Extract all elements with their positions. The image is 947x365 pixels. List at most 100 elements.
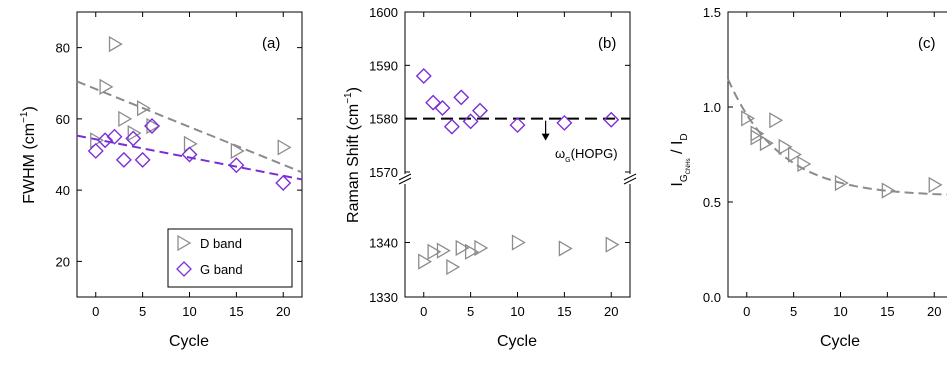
axis-break <box>398 173 637 185</box>
data-point-g-band <box>462 113 479 130</box>
data-point-g-band <box>106 128 123 145</box>
panel-a: 0 5 10 15 20 20 40 60 80 (a) Cycle FWHM (cm−1) D… <box>19 11 303 350</box>
data-point-g-band <box>415 68 432 84</box>
x-tick-label: 15 <box>229 304 243 319</box>
panel-a-label: (a) <box>262 35 280 52</box>
data-point-g-band <box>144 118 160 134</box>
x-tick-label: 5 <box>790 304 797 319</box>
y-tick-label: 1330 <box>369 290 398 305</box>
x-tick-label: 20 <box>276 304 290 319</box>
data-point-d-band <box>436 242 451 259</box>
data-point-g-band <box>181 146 198 163</box>
data-point-g-band <box>453 89 470 106</box>
y-tick-label: 1600 <box>369 5 398 20</box>
fit-line-g-band <box>76 134 303 181</box>
data-point-d-band <box>146 117 161 135</box>
legend-label-d-band: D band <box>200 236 242 251</box>
axis-break-mark <box>398 173 412 181</box>
data-point-d-band <box>605 236 620 253</box>
data-point-g-band <box>472 102 488 119</box>
x-tick-label: 15 <box>557 304 571 319</box>
reference-arrowhead <box>541 133 550 141</box>
data-point-g-band <box>134 151 151 168</box>
panel-b: 0 5 10 15 20 1570 1580 1590 1600 1330 1340 (b) Cyc… <box>343 5 637 350</box>
data-point-d-band <box>787 146 802 163</box>
data-point-d-band <box>90 132 105 149</box>
data-point-d-band <box>118 110 133 128</box>
x-tick-label: 20 <box>604 304 618 319</box>
panel-c-ylabel: IGCNHs / ID <box>669 133 692 186</box>
data-point-d-band <box>741 110 756 127</box>
axis-break-mark <box>623 177 637 185</box>
data-point-g-band <box>87 142 104 159</box>
data-point-d-band <box>881 182 896 199</box>
data-point-d-band <box>108 35 123 53</box>
x-tick-label: 10 <box>510 304 524 319</box>
y-tick-label: 40 <box>56 183 70 198</box>
axis-break-mark <box>623 173 637 181</box>
data-point-d-band <box>464 243 479 260</box>
x-tick-label: 20 <box>927 304 941 319</box>
data-point-d-band <box>230 142 245 160</box>
data-point-d-band <box>183 135 198 152</box>
x-tick-label: 10 <box>182 304 196 319</box>
data-point-d-band <box>136 100 151 117</box>
y-tick-label: 60 <box>56 112 70 127</box>
data-point-d-band <box>511 234 526 251</box>
data-point-g-band <box>434 100 451 116</box>
fit-line-d-band <box>76 80 303 174</box>
svg-text:Raman Shift (cm−1): Raman Shift (cm−1) <box>343 87 362 223</box>
data-point-d-band <box>750 129 765 146</box>
data-point-d-band <box>455 239 470 257</box>
x-tick-label: 5 <box>139 304 146 319</box>
x-tick-label: 0 <box>92 304 99 319</box>
data-point-d-band <box>99 78 114 95</box>
panel-c-label: (c) <box>918 35 936 52</box>
data-point-g-band <box>556 114 573 131</box>
panel-c: 0 5 10 15 20 0.0 0.5 1.0 1.5 (c) Cycle IGCNHs / … <box>669 5 947 350</box>
panel-c-frame <box>727 11 947 298</box>
axis-break-mark <box>398 177 412 185</box>
data-point-g-band <box>509 117 526 134</box>
reference-label-symbol: ω <box>555 146 565 161</box>
y-tick-label: 1590 <box>369 58 398 73</box>
panel-b-xlabel: Cycle <box>497 333 537 350</box>
axis-break-gap-left <box>398 174 412 184</box>
svg-text:ωG(HOPG): ωG(HOPG) <box>555 146 618 164</box>
panel-b-label: (b) <box>598 35 616 52</box>
legend-box <box>167 228 293 288</box>
legend-marker-d-band <box>177 234 192 252</box>
data-point-g-band <box>228 157 245 174</box>
data-point-g-band <box>443 118 460 135</box>
data-point-d-band <box>778 138 793 156</box>
data-point-d-band <box>427 243 442 260</box>
legend-marker-g-band <box>176 261 192 277</box>
reference-annotation: ωG(HOPG) <box>555 146 618 164</box>
data-point-d-band <box>797 155 812 173</box>
y-tick-label: 1340 <box>369 236 398 251</box>
data-point-d-band <box>759 134 774 152</box>
y-tick-label: 1570 <box>369 165 398 180</box>
panel-b-ylabel: Raman Shift (cm−1) <box>343 87 362 223</box>
data-point-d-band <box>446 258 461 276</box>
data-point-d-band <box>834 174 849 192</box>
data-point-g-band <box>97 132 114 149</box>
x-tick-label: 5 <box>467 304 474 319</box>
y-tick-label: 1580 <box>369 112 398 127</box>
data-point-d-band <box>418 253 433 270</box>
data-point-g-band <box>125 130 142 147</box>
y-tick-label: 20 <box>56 254 70 269</box>
x-tick-label: 10 <box>833 304 847 319</box>
data-point-g-band <box>275 175 292 191</box>
y-tick-label: 1.5 <box>703 5 721 20</box>
y-tick-label: 80 <box>56 41 70 56</box>
svg-text:IGCNHs / ID: IGCNHs / ID <box>669 133 692 186</box>
data-point-d-band <box>277 139 292 156</box>
data-point-d-band <box>474 239 489 257</box>
panel-c-xlabel: Cycle <box>820 333 860 350</box>
axis-break-gap-right <box>623 174 637 184</box>
data-point-d-band <box>928 176 943 194</box>
data-point-g-band <box>425 94 442 111</box>
data-point-g-band <box>115 151 132 168</box>
